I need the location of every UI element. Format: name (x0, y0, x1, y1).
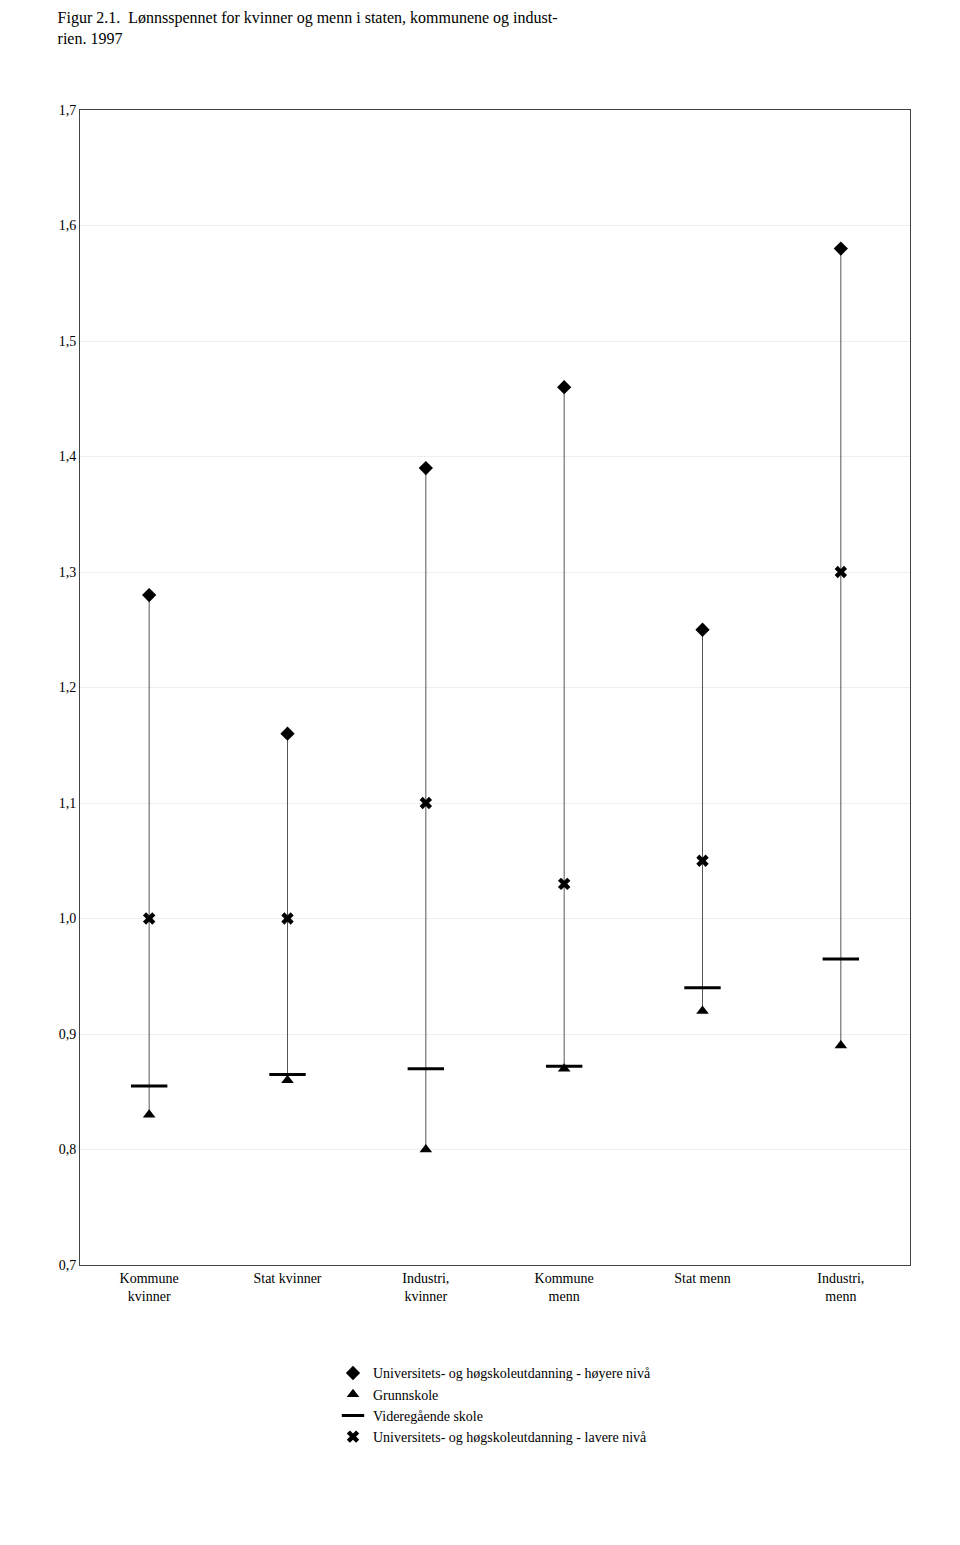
svg-text:Kommunemenn: Kommunemenn (535, 1271, 594, 1304)
svg-text:Industri,kvinner: Industri,kvinner (402, 1271, 449, 1304)
svg-text:0,9: 0,9 (59, 1027, 77, 1042)
svg-text:1,7: 1,7 (59, 103, 77, 118)
svg-text:1,6: 1,6 (59, 218, 77, 233)
svg-text:Stat menn: Stat menn (674, 1271, 730, 1286)
svg-text:0,7: 0,7 (59, 1258, 77, 1273)
svg-text:Stat kvinner: Stat kvinner (253, 1271, 321, 1286)
svg-text:Industri,menn: Industri,menn (817, 1271, 864, 1304)
svg-text:Figur 2.1. Lønnsspennet for k: Figur 2.1. Lønnsspennet for kvinner og m… (58, 9, 558, 47)
svg-text:1,1: 1,1 (59, 796, 77, 811)
svg-text:0,8: 0,8 (59, 1142, 77, 1157)
svg-text:Grunnskole: Grunnskole (373, 1388, 438, 1403)
svg-text:Kommunekvinner: Kommunekvinner (120, 1271, 179, 1304)
svg-text:1,0: 1,0 (59, 911, 77, 926)
svg-text:1,2: 1,2 (59, 680, 77, 695)
svg-text:Universitets- og høgskoleutdan: Universitets- og høgskoleutdanning - lav… (373, 1430, 647, 1445)
svg-text:1,5: 1,5 (59, 334, 77, 349)
svg-text:1,3: 1,3 (59, 565, 77, 580)
svg-text:Universitets- og høgskoleutdan: Universitets- og høgskoleutdanning - høy… (373, 1366, 651, 1381)
svg-text:Videregående skole: Videregående skole (373, 1409, 483, 1424)
svg-text:1,4: 1,4 (59, 449, 77, 464)
